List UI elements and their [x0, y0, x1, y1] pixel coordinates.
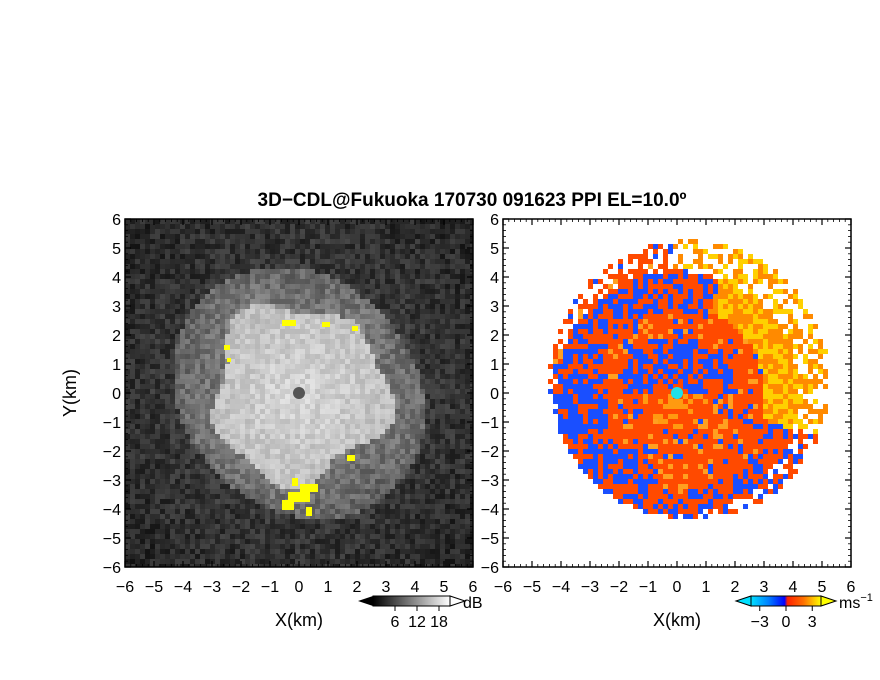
- x-tick-label: 1: [702, 579, 711, 596]
- x-tick-label: 2: [731, 579, 740, 596]
- x-tick-label: 0: [295, 579, 304, 596]
- highlight-blob: [292, 478, 298, 486]
- y-tick-label: 5: [112, 241, 121, 258]
- x-tick-label: −5: [145, 579, 163, 596]
- y-tick-label: −2: [481, 444, 499, 461]
- x-tick-label: 3: [760, 579, 769, 596]
- x-tick-label: −4: [174, 579, 192, 596]
- y-tick-label: 5: [490, 241, 499, 258]
- x-tick-label: 6: [847, 579, 856, 596]
- y-tick-label: −6: [481, 560, 499, 577]
- snr-x-axis-label: X(km): [275, 610, 323, 630]
- snr-axis-ticks: −6 6 −5 5 −4 4 −3 3 −2 2 −1 1 0 0 1 −1 2 −2 3 −3 4 −4 5 −5 6 −6: [103, 212, 478, 596]
- highlight-blob: [227, 358, 231, 362]
- radar-center-marker: [671, 387, 683, 399]
- velocity-colorbar-unit: ms−1: [839, 592, 873, 612]
- y-tick-label: 6: [490, 212, 499, 229]
- highlight-blob: [224, 345, 230, 350]
- velocity-colorbar-tick: −3: [751, 614, 769, 631]
- y-tick-label: −4: [481, 502, 499, 519]
- y-tick-label: 1: [490, 357, 499, 374]
- y-tick-label: −3: [481, 473, 499, 490]
- highlight-blob: [322, 322, 330, 327]
- x-tick-label: −4: [552, 579, 570, 596]
- snr-panel: −6 6 −5 5 −4 4 −3 3 −2 2 −1 1 0 0 1 −1 2 −2 3 −3 4 −4 5 −5 6 −6 X…: [60, 212, 483, 631]
- y-tick-label: −1: [103, 415, 121, 432]
- x-tick-label: −1: [261, 579, 279, 596]
- highlight-blob: [352, 326, 358, 331]
- x-tick-label: 3: [382, 579, 391, 596]
- y-tick-label: 2: [112, 328, 121, 345]
- y-tick-label: 6: [112, 212, 121, 229]
- velocity-colorbar-tick: 3: [808, 614, 817, 631]
- y-tick-label: −4: [103, 502, 121, 519]
- y-tick-label: −2: [103, 444, 121, 461]
- x-tick-label: −2: [232, 579, 250, 596]
- y-tick-label: −3: [103, 473, 121, 490]
- x-tick-label: −6: [116, 579, 134, 596]
- highlight-blob: [282, 500, 294, 510]
- y-tick-label: −6: [103, 560, 121, 577]
- y-tick-label: 4: [490, 270, 499, 287]
- snr-field: [125, 219, 473, 567]
- y-tick-label: 3: [490, 299, 499, 316]
- y-axis-label: Y(km): [60, 369, 80, 417]
- radar-center-marker: [293, 387, 305, 399]
- x-tick-label: 5: [440, 579, 449, 596]
- velocity-axis-ticks: −6 6 −5 5 −4 4 −3 3 −2 2 −1 1 0 0 1 −1 2 −2 3 −3 4 −4 5 −5 6 −6: [481, 212, 856, 596]
- y-tick-label: 0: [112, 386, 121, 403]
- snr-colorbar-unit: dB: [463, 595, 483, 612]
- y-tick-label: −1: [481, 415, 499, 432]
- y-tick-label: 2: [490, 328, 499, 345]
- snr-colorbar-tick: 18: [430, 614, 448, 631]
- velocity-x-axis-label: X(km): [653, 610, 701, 630]
- x-tick-label: −6: [494, 579, 512, 596]
- velocity-colorbar: −3 0 3 ms−1: [734, 592, 873, 631]
- y-tick-label: 4: [112, 270, 121, 287]
- snr-colorbar: 6 12 18 dB: [358, 595, 483, 631]
- velocity-colorbar-tick: 0: [782, 614, 791, 631]
- y-tick-label: −5: [481, 531, 499, 548]
- highlight-blob: [306, 507, 312, 516]
- figure-title: 3D−CDL@Fukuoka 170730 091623 PPI EL=10.0…: [258, 190, 687, 211]
- y-tick-label: 0: [490, 386, 499, 403]
- x-tick-label: 4: [789, 579, 798, 596]
- y-tick-label: 1: [112, 357, 121, 374]
- y-tick-label: 3: [112, 299, 121, 316]
- y-tick-label: −5: [103, 531, 121, 548]
- x-tick-label: −1: [639, 579, 657, 596]
- highlight-blob: [288, 492, 310, 502]
- snr-colorbar-tick: 6: [391, 614, 400, 631]
- x-tick-label: −3: [581, 579, 599, 596]
- velocity-panel: −6 6 −5 5 −4 4 −3 3 −2 2 −1 1 0 0 1 −1 2 −2 3 −3 4 −4 5 −5 6 −6 X…: [481, 212, 873, 631]
- x-tick-label: 2: [353, 579, 362, 596]
- x-tick-label: 4: [411, 579, 420, 596]
- x-tick-label: −2: [610, 579, 628, 596]
- x-tick-label: 1: [324, 579, 333, 596]
- x-tick-label: 6: [469, 579, 478, 596]
- x-tick-label: 0: [673, 579, 682, 596]
- highlight-blob: [347, 455, 355, 461]
- x-tick-label: −3: [203, 579, 221, 596]
- highlight-blob: [300, 484, 318, 492]
- velocity-field: [548, 239, 828, 519]
- x-tick-label: −5: [523, 579, 541, 596]
- x-tick-label: 5: [818, 579, 827, 596]
- snr-colorbar-tick: 12: [408, 614, 426, 631]
- highlight-blob: [282, 320, 296, 326]
